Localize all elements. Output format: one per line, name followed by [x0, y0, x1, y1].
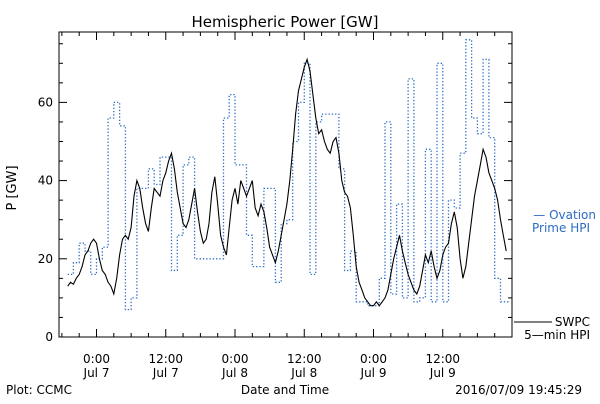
x-tick-label-day: Jul 9: [429, 366, 456, 380]
x-tick-label-time: 0:00: [360, 352, 387, 366]
plot-frame: [58, 31, 513, 338]
x-tick-label-time: 12:00: [148, 352, 183, 366]
y-tick-label: 20: [38, 252, 53, 266]
footer-timestamp: 2016/07/09 19:45:29: [455, 383, 582, 397]
x-tick-label-day: Jul 7: [152, 366, 179, 380]
legend-ovation-label: Prime HPI: [532, 221, 590, 235]
x-tick-label-time: 12:00: [287, 352, 322, 366]
y-tick-label: 40: [38, 174, 53, 188]
x-axis-label: Date and Time: [241, 383, 329, 397]
y-tick-label: 60: [38, 95, 53, 109]
x-tick-label-time: 0:00: [222, 352, 249, 366]
x-tick-label-time: 0:00: [83, 352, 110, 366]
chart-title: Hemispheric Power [GW]: [192, 13, 379, 31]
y-axis-label: P [GW]: [5, 165, 20, 210]
series-swpc-line: [67, 57, 507, 307]
legend-swpc-label: 5—min HPI: [524, 328, 590, 342]
legend-ovation-label: — Ovation: [533, 208, 596, 222]
x-tick-label-day: Jul 8: [221, 366, 248, 380]
footer-plot-credit: Plot: CCMC: [6, 383, 72, 397]
series-layer: [67, 39, 509, 311]
x-tick-label-day: Jul 7: [83, 366, 110, 380]
x-tick-label-time: 12:00: [425, 352, 460, 366]
series-ovation-line: [67, 39, 509, 311]
x-tick-label-day: Jul 9: [360, 366, 387, 380]
x-tick-label-day: Jul 8: [290, 366, 317, 380]
legend-swpc-label: SWPC: [555, 315, 590, 329]
y-tick-label: 0: [45, 330, 53, 344]
